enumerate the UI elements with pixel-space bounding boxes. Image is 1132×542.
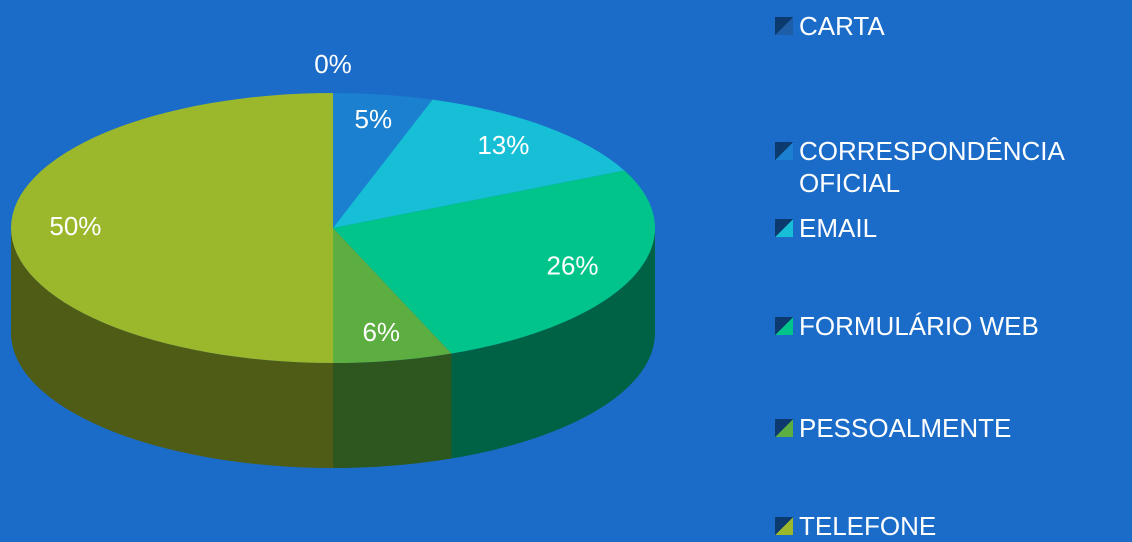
legend-item: CARTA bbox=[775, 10, 1125, 42]
legend-swatch bbox=[775, 17, 793, 35]
legend-swatch bbox=[775, 219, 793, 237]
data-label: 0% bbox=[314, 49, 352, 79]
data-label: 13% bbox=[477, 130, 529, 160]
legend-item: FORMULÁRIO WEB bbox=[775, 310, 1125, 342]
data-label: 50% bbox=[49, 211, 101, 241]
chart: 0%5% 13% 26% 6% 50% bbox=[11, 49, 655, 468]
legend-label: TELEFONE bbox=[799, 511, 937, 541]
legend-swatch bbox=[775, 517, 793, 535]
legend-label: CORRESPONDÊNCIA OFICIAL bbox=[799, 136, 1064, 198]
legend-item: EMAIL bbox=[775, 212, 1125, 244]
legend-label: EMAIL bbox=[799, 213, 878, 243]
slice bbox=[333, 93, 433, 228]
slice bbox=[333, 228, 452, 363]
legend: CARTA CORRESPONDÊNCIA OFICIAL EMAIL FORMULÁ… bbox=[775, 0, 1132, 542]
legend-item: CORRESPONDÊNCIA OFICIAL bbox=[775, 135, 1125, 199]
data-label: 6% bbox=[362, 317, 400, 347]
legend-label: PESSOALMENTE bbox=[799, 413, 1012, 443]
legend-item: TELEFONE bbox=[775, 510, 1125, 542]
legend-swatch bbox=[775, 142, 793, 160]
slice bbox=[333, 170, 655, 354]
slice-side bbox=[11, 228, 333, 468]
legend-label: CARTA bbox=[799, 11, 885, 41]
slice bbox=[333, 99, 625, 229]
legend-item: PESSOALMENTE bbox=[775, 412, 1125, 444]
slice-side bbox=[333, 353, 452, 468]
slice-side bbox=[451, 228, 655, 459]
legend-swatch bbox=[775, 317, 793, 335]
slice bbox=[11, 93, 333, 363]
data-label: 5% bbox=[355, 104, 393, 134]
data-label: 26% bbox=[546, 251, 598, 281]
legend-swatch bbox=[775, 419, 793, 437]
legend-label: FORMULÁRIO WEB bbox=[799, 311, 1039, 341]
